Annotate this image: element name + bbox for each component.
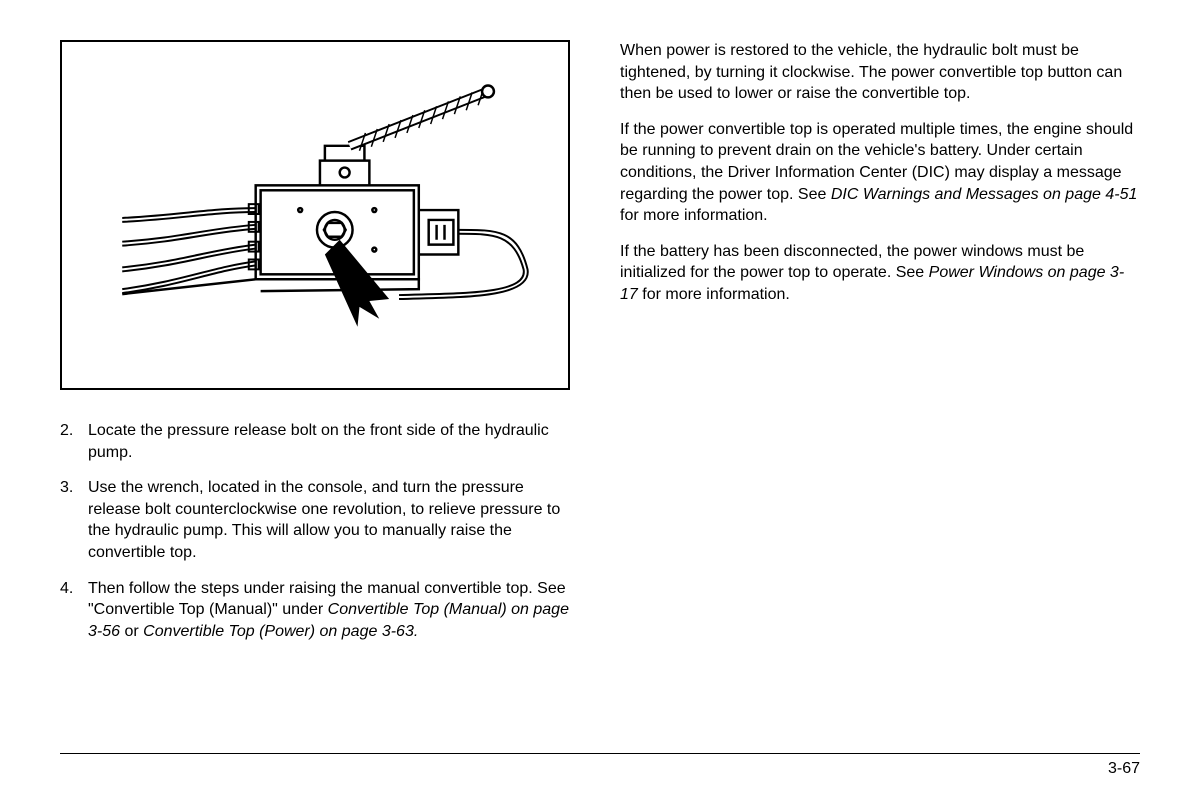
step-number: 2. <box>60 420 73 442</box>
step-text-mid: or <box>120 623 143 640</box>
page-number: 3-67 <box>60 760 1140 778</box>
cross-reference: DIC Warnings and Messages on page 4-51 <box>831 186 1138 203</box>
paragraph-2: If the power convertible top is operated… <box>620 119 1140 227</box>
step-4: 4. Then follow the steps under raising t… <box>88 578 580 643</box>
step-text: Locate the pressure release bolt on the … <box>88 422 549 461</box>
hydraulic-pump-figure <box>60 40 570 390</box>
cross-reference: Convertible Top (Power) on page 3-63. <box>143 623 418 640</box>
footer-divider <box>60 753 1140 754</box>
pump-diagram-svg <box>62 42 568 388</box>
right-column: When power is restored to the vehicle, t… <box>620 40 1140 730</box>
step-number: 4. <box>60 578 73 600</box>
step-text: Use the wrench, located in the console, … <box>88 479 560 561</box>
page-content: 2. Locate the pressure release bolt on t… <box>60 40 1140 730</box>
p2-post: for more information. <box>620 207 768 224</box>
paragraph-1: When power is restored to the vehicle, t… <box>620 40 1140 105</box>
instruction-list: 2. Locate the pressure release bolt on t… <box>60 420 580 656</box>
step-3: 3. Use the wrench, located in the consol… <box>88 477 580 563</box>
arrow-icon <box>325 240 389 327</box>
step-2: 2. Locate the pressure release bolt on t… <box>88 420 580 463</box>
p3-post: for more information. <box>638 286 790 303</box>
left-column: 2. Locate the pressure release bolt on t… <box>60 40 580 730</box>
page-footer: 3-67 <box>60 753 1140 778</box>
step-number: 3. <box>60 477 73 499</box>
paragraph-3: If the battery has been disconnected, th… <box>620 241 1140 306</box>
